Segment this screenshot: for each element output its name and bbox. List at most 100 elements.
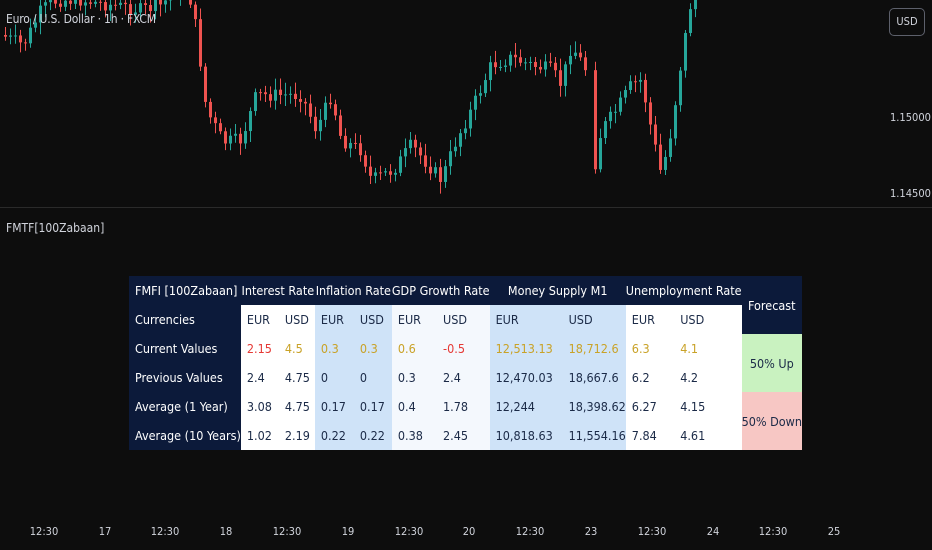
table-cell: 0.38 xyxy=(391,421,438,450)
table-cell: 1.02 xyxy=(240,421,279,450)
table-cell: 4.75 xyxy=(278,363,315,392)
candle-body xyxy=(349,142,352,149)
table-cell: USD xyxy=(674,305,742,334)
time-axis-label: 12:30 xyxy=(29,525,59,538)
candle-body xyxy=(509,54,512,66)
candle-body xyxy=(34,22,37,28)
symbol-title[interactable]: Euro / U.S. Dollar · 1h · FXCM xyxy=(6,12,156,26)
candle-body xyxy=(599,138,602,170)
table-cell: 2.45 xyxy=(437,421,490,450)
candle-body xyxy=(439,167,442,182)
table-cell: 4.1 xyxy=(674,334,742,363)
candle-body xyxy=(324,102,327,120)
candle-body xyxy=(409,139,412,149)
candle-body xyxy=(654,124,657,145)
candle-body xyxy=(59,3,62,7)
table-cell: EUR xyxy=(391,305,438,334)
time-axis-label: 12:30 xyxy=(637,525,667,538)
candle-body xyxy=(239,133,242,144)
candle-body xyxy=(219,123,222,132)
candle-body xyxy=(629,81,632,91)
candle-body xyxy=(574,52,577,56)
candle-body xyxy=(104,2,107,11)
forecast-header: Forecast xyxy=(741,276,803,334)
table-cell: 2.4 xyxy=(240,363,279,392)
table-cell: 11,554.16 xyxy=(562,421,626,450)
candle-body xyxy=(634,81,637,83)
time-axis-label: 12:30 xyxy=(394,525,424,538)
price-chart[interactable] xyxy=(0,0,875,207)
candle-body xyxy=(364,155,367,167)
table-cell: 1.78 xyxy=(437,392,490,421)
candle-body xyxy=(29,27,32,44)
candle-body xyxy=(164,0,167,5)
candle-body xyxy=(584,57,587,71)
forecast-down: 50% Down xyxy=(741,392,803,450)
candle-body xyxy=(4,35,7,37)
table-cell: 6.2 xyxy=(625,363,675,392)
candle-body xyxy=(254,92,257,112)
table-cell: 2.15 xyxy=(240,334,279,363)
candle-body xyxy=(519,57,522,63)
table-cell: 0.3 xyxy=(391,363,438,392)
table-cell: 4.2 xyxy=(674,363,742,392)
candle-body xyxy=(649,102,652,125)
candle-body xyxy=(609,111,612,122)
candle-body xyxy=(534,61,537,67)
table-cell: 18,712.6 xyxy=(562,334,626,363)
candle-body xyxy=(479,93,482,96)
candle-body xyxy=(484,80,487,94)
candle-body xyxy=(24,42,27,44)
candle-body xyxy=(269,94,272,101)
candle-body xyxy=(264,92,267,95)
table-cell: USD xyxy=(278,305,315,334)
candlestick-chart[interactable] xyxy=(0,0,875,207)
candle-body xyxy=(539,66,542,70)
table-cell: 18,667.6 xyxy=(562,363,626,392)
candle-body xyxy=(39,5,42,23)
time-axis-label: 12:30 xyxy=(150,525,180,538)
table-cell: 0 xyxy=(314,363,354,392)
pane-divider[interactable] xyxy=(0,207,932,208)
money-supply-m1-header: Money Supply M1 xyxy=(489,276,626,305)
candle-body xyxy=(459,133,462,147)
candle-body xyxy=(94,1,97,4)
time-axis-label: 23 xyxy=(584,525,598,538)
candle-body xyxy=(19,35,22,43)
candle-body xyxy=(529,61,532,63)
candle-body xyxy=(504,65,507,67)
time-axis-label: 20 xyxy=(462,525,476,538)
candle-body xyxy=(224,131,227,144)
candle-body xyxy=(144,3,147,6)
row-label: Current Values xyxy=(129,334,241,363)
currency-button[interactable]: USD xyxy=(889,8,925,36)
table-row: Currencies EUR USD EUR USD EUR USD EUR USD EUR USD xyxy=(129,305,802,334)
table-cell: USD xyxy=(437,305,490,334)
table-cell: 10,818.63 xyxy=(489,421,563,450)
time-axis-label: 18 xyxy=(219,525,233,538)
candle-body xyxy=(414,139,417,148)
fundamentals-table: FMFI [100Zabaan] Interest Rate Inflation R… xyxy=(129,276,803,450)
price-label-high: 1.15000 xyxy=(890,111,931,124)
candle-body xyxy=(64,0,67,7)
table-title: FMFI [100Zabaan] xyxy=(129,276,241,305)
candle-body xyxy=(134,12,137,15)
candle-body xyxy=(694,0,697,10)
candle-body xyxy=(464,128,467,134)
candle-body xyxy=(419,147,422,156)
row-label: Average (1 Year) xyxy=(129,392,241,421)
candle-body xyxy=(689,9,692,33)
indicator-title[interactable]: FMTF[100Zabaan] xyxy=(6,221,105,235)
candle-body xyxy=(204,66,207,102)
candle-body xyxy=(494,62,497,68)
table-cell: 4.75 xyxy=(278,392,315,421)
table-cell: 0.4 xyxy=(391,392,438,421)
candle-body xyxy=(399,156,402,173)
candle-body xyxy=(344,135,347,149)
candle-body xyxy=(434,167,437,174)
gdp-growth-rate-header: GDP Growth Rate xyxy=(391,276,490,305)
candle-body xyxy=(619,97,622,112)
forecast-up: 50% Up xyxy=(741,334,803,392)
table-cell: 0.17 xyxy=(353,392,392,421)
candle-body xyxy=(129,4,132,15)
